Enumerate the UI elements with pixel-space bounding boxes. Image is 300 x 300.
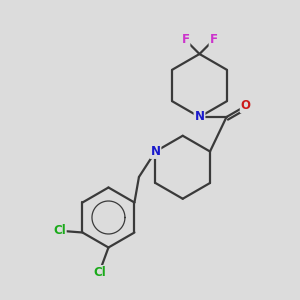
Text: Cl: Cl (93, 266, 106, 279)
Text: O: O (241, 99, 251, 112)
Text: Cl: Cl (53, 224, 66, 237)
Text: F: F (210, 33, 218, 46)
Text: F: F (182, 33, 189, 46)
Text: N: N (150, 145, 161, 158)
Text: N: N (194, 110, 205, 124)
